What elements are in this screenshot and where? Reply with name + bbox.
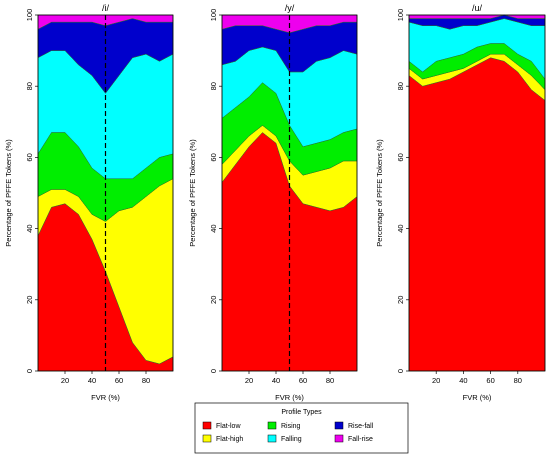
y-tick-label: 60 [209,153,218,161]
x-tick-label: 20 [432,376,440,385]
y-tick-label: 0 [25,369,34,373]
x-tick-label: 20 [245,376,253,385]
area-fall-rise [408,14,546,19]
x-axis-label: FVR (%) [275,393,304,402]
legend [194,402,409,454]
legend-label-flat_low: Flat-low [216,423,241,430]
y-tick-label: 100 [25,9,34,22]
legend-swatch-rise_fall [334,421,344,430]
legend-swatch-fall_rise [334,434,344,443]
panel-3 [406,14,546,374]
legend-swatch-falling [267,434,277,443]
x-axis-label: FVR (%) [91,393,120,402]
y-tick-label: 20 [25,296,34,304]
y-tick-label: 40 [25,224,34,232]
x-tick-label: 40 [272,376,280,385]
panel-title: /u/ [472,3,483,13]
x-tick-label: 60 [486,376,494,385]
x-tick-label: 80 [514,376,522,385]
panel-title: /i/ [102,3,110,13]
legend-label-rising: Rising [281,423,301,430]
x-tick-label: 60 [115,376,123,385]
y-axis-label: Percentage of PFFE Tokens (%) [375,139,384,247]
y-tick-label: 100 [396,9,405,22]
legend-label-falling: Falling [281,436,302,443]
y-tick-label: 40 [396,224,405,232]
x-tick-label: 40 [459,376,467,385]
x-tick-label: 80 [142,376,150,385]
legend-swatch-rising [267,421,277,430]
x-tick-label: 80 [326,376,334,385]
legend-label-fall_rise: Fall-rise [348,436,373,443]
y-axis-label: Percentage of PFFE Tokens (%) [188,139,197,247]
panel-title: /y/ [285,3,295,13]
y-tick-label: 60 [396,153,405,161]
x-tick-label: 40 [88,376,96,385]
legend-label-flat_high: Flat-high [216,436,243,443]
plot-frame [408,14,546,372]
plot-frame [221,14,358,372]
legend-swatch-flat_low [202,421,212,430]
y-axis-label: Percentage of PFFE Tokens (%) [4,139,13,247]
y-tick-label: 20 [209,296,218,304]
plot-frame [37,14,174,372]
y-tick-label: 60 [25,153,34,161]
y-tick-label: 80 [25,82,34,90]
y-tick-label: 80 [396,82,405,90]
y-tick-label: 0 [209,369,218,373]
legend-swatch-flat_high [202,434,212,443]
y-tick-label: 80 [209,82,218,90]
x-axis-label: FVR (%) [463,393,492,402]
y-tick-label: 100 [209,9,218,22]
y-tick-label: 20 [396,296,405,304]
area-flat-low [408,57,546,372]
panel-1 [35,14,174,374]
x-tick-label: 20 [61,376,69,385]
legend-title: Profile Types [281,409,322,416]
legend-label-rise_fall: Rise-fall [348,423,374,430]
x-tick-label: 60 [299,376,307,385]
y-tick-label: 0 [396,369,405,373]
panel-2 [219,14,358,374]
legend-box [194,402,409,454]
y-tick-label: 40 [209,224,218,232]
